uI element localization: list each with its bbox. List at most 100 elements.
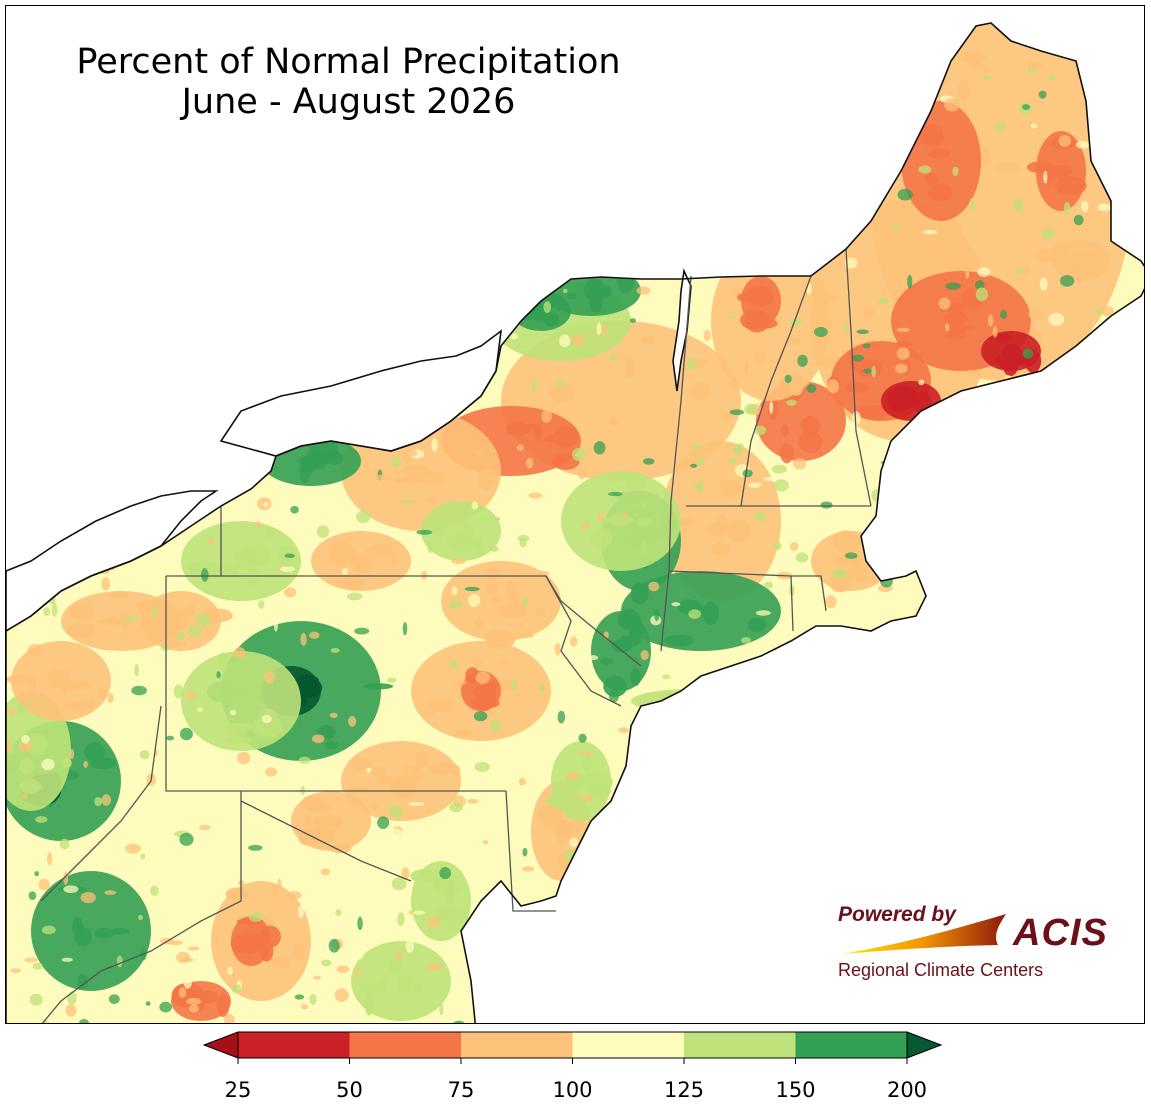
precip-speckle	[664, 718, 669, 725]
precip-speckle	[279, 324, 288, 339]
precip-speckle	[877, 642, 885, 656]
acis-swoosh-icon	[842, 914, 1006, 954]
precip-speckle	[473, 957, 483, 970]
precip-blotch	[798, 431, 823, 453]
precip-speckle	[286, 161, 302, 167]
precip-speckle	[178, 987, 187, 998]
precip-speckle	[1141, 544, 1144, 549]
precip-speckle	[304, 814, 312, 829]
precip-speckle	[1077, 612, 1094, 627]
precip-speckle	[94, 797, 103, 807]
precip-speckle	[141, 249, 147, 255]
precip-speckle	[1029, 826, 1037, 839]
precip-speckle	[46, 253, 56, 267]
precip-speckle	[830, 862, 841, 867]
precip-speckle	[913, 41, 930, 47]
precip-speckle	[811, 9, 823, 22]
precip-blotch	[63, 680, 92, 690]
precip-speckle	[728, 693, 742, 707]
precip-speckle	[108, 449, 115, 455]
precip-blotch	[252, 715, 283, 738]
precip-speckle	[798, 898, 815, 913]
precip-speckle	[960, 1000, 968, 1013]
precip-speckle	[1096, 308, 1103, 315]
precip-speckle	[51, 603, 58, 617]
precip-speckle	[975, 287, 988, 302]
precip-speckle	[820, 711, 837, 721]
precip-speckle	[570, 334, 586, 347]
precip-speckle	[55, 467, 66, 476]
precip-speckle	[932, 246, 948, 260]
precip-blotch	[6, 675, 32, 684]
precip-speckle	[273, 618, 278, 632]
precip-speckle	[190, 202, 207, 215]
precip-speckle	[885, 567, 895, 572]
legend-swatch-25-50	[238, 1032, 350, 1058]
precip-blotch	[271, 956, 290, 969]
precip-speckle	[744, 360, 750, 374]
precip-speckle	[80, 891, 96, 904]
precip-speckle	[517, 948, 526, 954]
precip-speckle	[861, 787, 876, 797]
precip-speckle	[1001, 660, 1012, 671]
precip-speckle	[65, 141, 80, 154]
precip-speckle	[390, 8, 394, 14]
precip-speckle	[773, 479, 789, 492]
precip-speckle	[1080, 865, 1093, 875]
precip-speckle	[990, 743, 1004, 750]
precip-speckle	[439, 867, 451, 880]
precip-speckle	[1044, 834, 1051, 845]
precip-speckle	[657, 187, 666, 195]
precip-speckle	[173, 684, 184, 699]
precip-speckle	[837, 993, 851, 1005]
precip-blotch	[97, 687, 107, 700]
precip-speckle	[489, 718, 502, 732]
precip-speckle	[800, 800, 810, 808]
precip-speckle	[698, 170, 710, 179]
precip-speckle	[820, 501, 833, 509]
precip-speckle	[1027, 875, 1043, 886]
precip-speckle	[452, 290, 459, 303]
precip-speckle	[151, 435, 167, 448]
precip-blotch	[301, 795, 324, 812]
precip-speckle	[648, 581, 660, 592]
precip-blotch	[298, 455, 325, 467]
precip-speckle	[125, 843, 141, 854]
precip-speckle	[964, 370, 981, 375]
precip-speckle	[517, 535, 530, 542]
precip-blotch	[165, 617, 179, 628]
precip-speckle	[675, 969, 684, 982]
precip-speckle	[431, 437, 438, 452]
precip-speckle	[1108, 975, 1122, 984]
precip-speckle	[1128, 8, 1141, 20]
precip-speckle	[862, 368, 872, 374]
precip-speckle	[328, 550, 337, 561]
precip-speckle	[732, 445, 744, 455]
legend-arrow-low	[202, 1031, 239, 1059]
precip-speckle	[519, 949, 529, 960]
precip-blotch	[19, 779, 42, 794]
precip-blotch	[924, 172, 939, 185]
precip-speckle	[1094, 532, 1102, 539]
precip-speckle	[1014, 1019, 1021, 1023]
precip-speckle	[1013, 660, 1021, 668]
precip-speckle	[905, 987, 912, 1001]
precip-speckle	[229, 709, 237, 716]
precip-speckle	[902, 618, 909, 627]
precip-blotch	[788, 372, 805, 396]
precip-blotch	[589, 281, 599, 292]
precip-speckle	[525, 278, 536, 284]
precip-speckle	[640, 650, 649, 661]
precip-speckle	[408, 801, 425, 806]
precip-speckle	[393, 345, 408, 352]
precip-speckle	[762, 117, 778, 125]
precip-speckle	[1112, 402, 1126, 408]
precip-speckle	[869, 730, 885, 742]
precip-speckle	[322, 266, 329, 277]
precip-speckle	[122, 229, 132, 234]
precip-blotch	[216, 993, 230, 1017]
precip-speckle	[838, 191, 847, 200]
precip-speckle	[522, 847, 528, 857]
precip-blotch	[727, 519, 751, 543]
precip-speckle	[16, 703, 28, 714]
